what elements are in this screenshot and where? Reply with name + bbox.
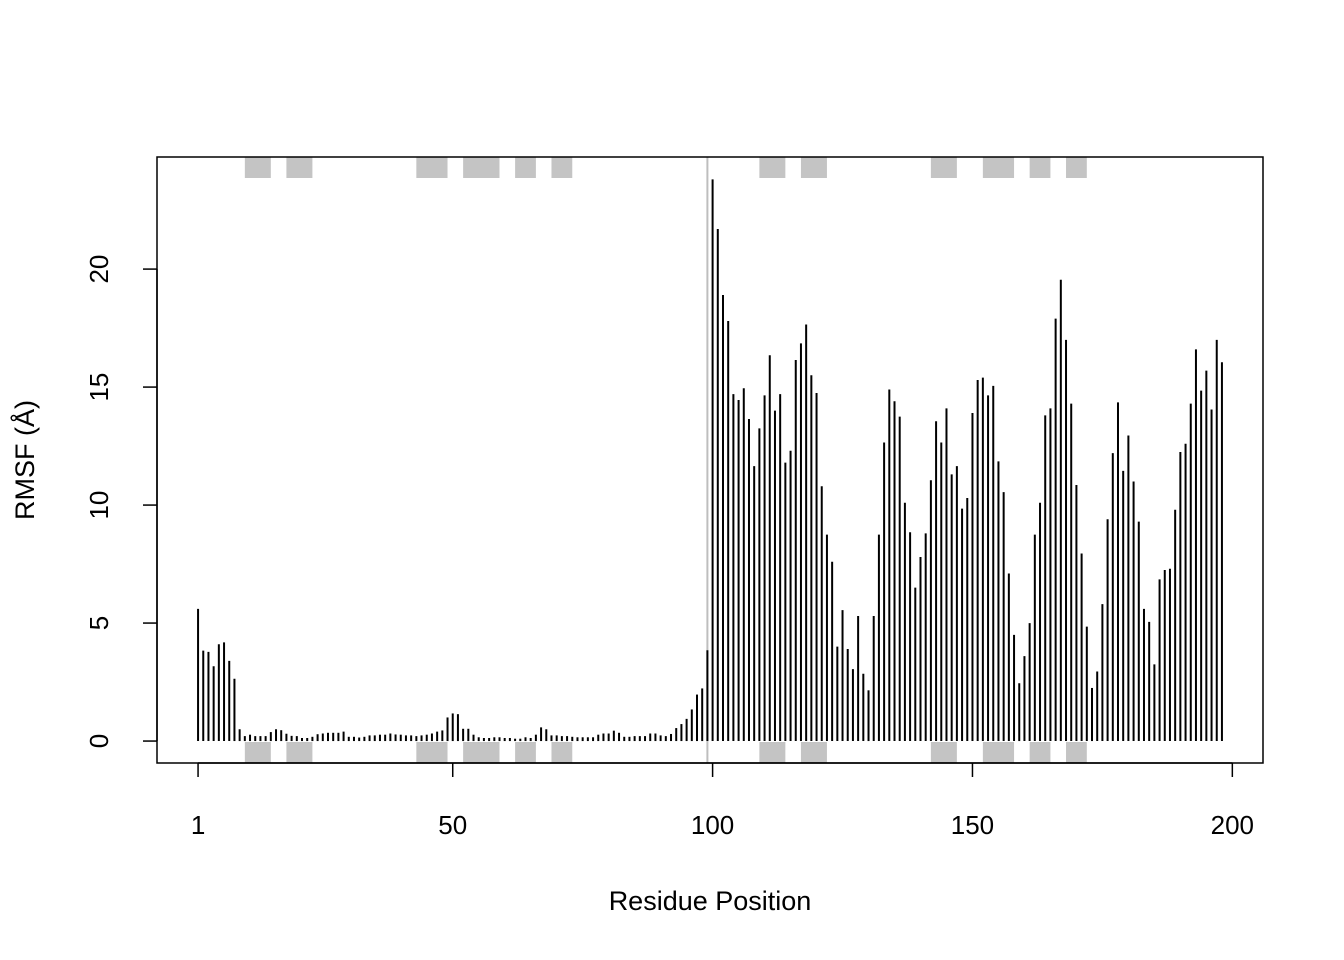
sse-block-top	[416, 157, 448, 178]
sse-block-top	[463, 157, 500, 178]
sse-block-bottom	[982, 742, 1015, 763]
x-tick-label: 50	[438, 810, 467, 840]
sse-block-bottom	[463, 742, 500, 763]
sse-block-bottom	[515, 742, 536, 763]
sse-block-top	[1066, 157, 1087, 178]
sse-block-top	[800, 157, 827, 178]
secondary-structure-layer	[244, 157, 1087, 763]
x-tick-label: 200	[1211, 810, 1254, 840]
y-tick-label: 20	[84, 255, 114, 284]
sse-block-top	[515, 157, 536, 178]
sse-block-bottom	[244, 742, 271, 763]
x-tick-label: 100	[691, 810, 734, 840]
sse-block-top	[244, 157, 271, 178]
sse-block-bottom	[800, 742, 827, 763]
sse-block-top	[551, 157, 573, 178]
y-axis: 0 5 10 15 20	[84, 255, 158, 748]
sse-block-bottom	[416, 742, 448, 763]
sse-block-bottom	[286, 742, 313, 763]
sse-block-bottom	[930, 742, 957, 763]
y-tick-label: 0	[84, 734, 114, 748]
y-axis-title: RMSF (Å)	[9, 400, 40, 520]
sse-block-bottom	[759, 742, 786, 763]
y-tick-label: 5	[84, 616, 114, 630]
x-tick-label: 1	[191, 810, 205, 840]
sse-block-top	[286, 157, 313, 178]
sse-block-top	[759, 157, 786, 178]
x-axis: 1 50 100 150 200	[191, 762, 1254, 840]
y-tick-label: 15	[84, 373, 114, 402]
x-tick-label: 150	[951, 810, 994, 840]
sse-block-bottom	[1066, 742, 1087, 763]
sse-block-bottom	[1029, 742, 1051, 763]
sse-block-top	[930, 157, 957, 178]
x-axis-title: Residue Position	[609, 886, 812, 916]
rmsf-bars	[197, 179, 1223, 742]
y-tick-label: 10	[84, 491, 114, 520]
sse-block-bottom	[551, 742, 573, 763]
sse-block-top	[1029, 157, 1051, 178]
sse-block-top	[982, 157, 1015, 178]
